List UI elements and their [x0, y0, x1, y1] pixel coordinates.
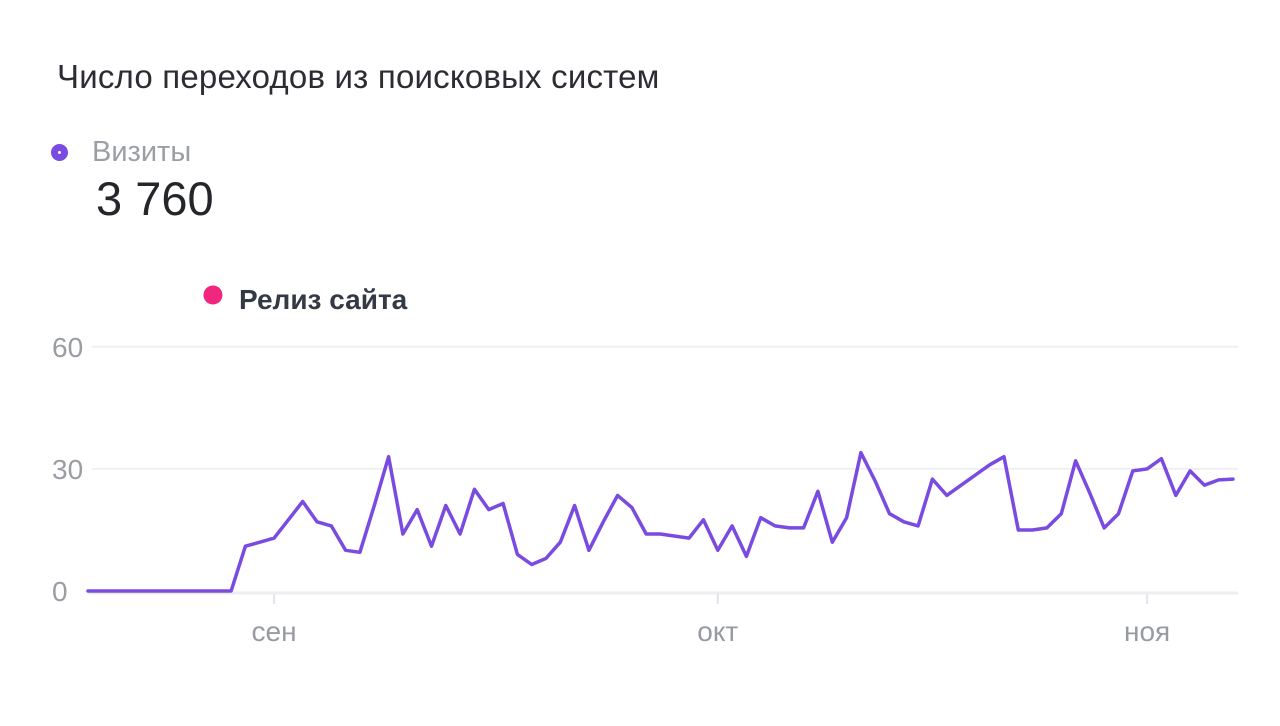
- annotation-label: Релиз сайта: [239, 284, 408, 315]
- y-tick-label: 30: [52, 454, 83, 485]
- series-marker-icon: [51, 144, 68, 161]
- x-tick-label: ноя: [1124, 616, 1170, 647]
- visits-line[interactable]: [86, 450, 1235, 593]
- visits-total-value: 3 760: [96, 172, 214, 225]
- legend-label: Визиты: [92, 136, 192, 168]
- annotation-dot[interactable]: [203, 285, 223, 305]
- x-tick-label: сен: [252, 616, 297, 647]
- legend-item-visits[interactable]: Визиты: [51, 136, 191, 169]
- y-tick-label: 0: [52, 576, 68, 607]
- y-tick-label: 60: [52, 332, 83, 363]
- x-tick-label: окт: [697, 616, 738, 647]
- chart-title: Число переходов из поисковых систем: [57, 58, 660, 95]
